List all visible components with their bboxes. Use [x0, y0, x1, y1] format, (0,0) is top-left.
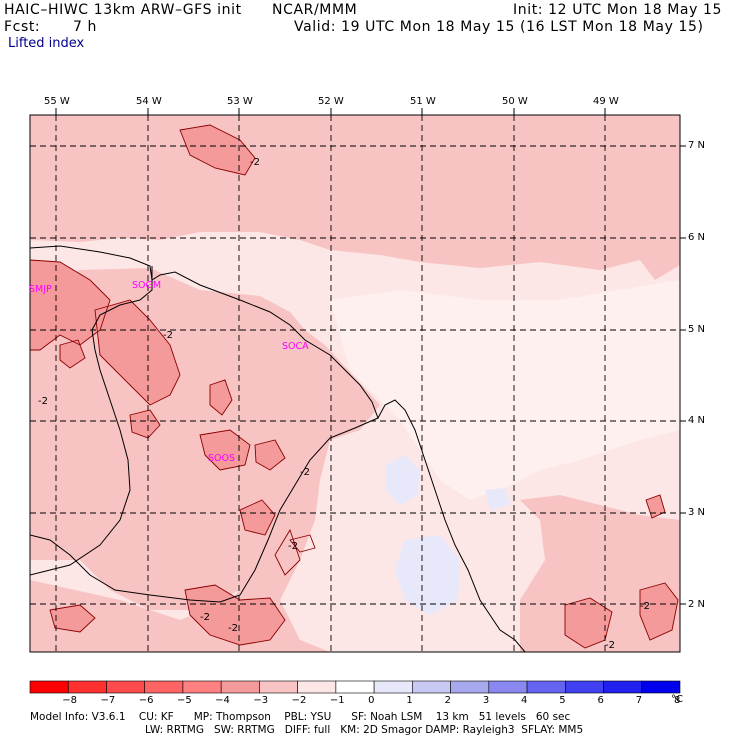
colorbar-swatch [106, 680, 146, 694]
colorbar-tick-label: −1 [329, 695, 345, 706]
institution-label: NCAR/MMM [272, 2, 358, 18]
valid-time: Valid: 19 UTC Mon 18 May 15 (16 LST Mon … [294, 19, 704, 35]
contour-label: -2 [250, 157, 260, 168]
colorbar-swatch [603, 680, 643, 694]
lon-label: 54 W [136, 96, 162, 107]
colorbar-swatch [67, 680, 107, 694]
contour-label: -2 [605, 640, 615, 651]
colorbar-swatch [144, 680, 184, 694]
colorbar-swatch [29, 680, 69, 694]
li-neg3-patch [60, 340, 85, 368]
colorbar-tick-label: 8 [674, 695, 681, 706]
contour-label: -2 [228, 623, 238, 634]
li-neg3-patch [95, 300, 180, 405]
colorbar-unit: °C [671, 694, 683, 705]
colorbar-swatch [488, 680, 528, 694]
lon-label: 52 W [318, 96, 344, 107]
li-neg3-patch [180, 125, 255, 175]
model-title: HAIC–HIWC 13km ARW–GFS init [4, 2, 242, 18]
forecast-hour: 7 h [73, 19, 98, 35]
li-near-zero-region [330, 280, 680, 500]
colorbar-tick-label: 2 [444, 695, 451, 706]
station-label: SOOS [208, 453, 235, 464]
lat-label: 6 N [688, 232, 706, 243]
contour-label: -2 [288, 541, 298, 552]
colorbar-swatch [412, 680, 451, 694]
colorbar-swatch [220, 680, 260, 694]
li-neg3-patch [130, 410, 160, 438]
li-neg3-patch [200, 430, 250, 470]
station-label: SMJP [29, 284, 52, 295]
tick-marks [55, 108, 686, 605]
forecast-label: Fcst: [4, 19, 41, 35]
map-frame [29, 114, 681, 653]
lon-label: 53 W [227, 96, 253, 107]
colorbar-tick-label: −2 [291, 695, 307, 706]
colorbar-tick-label: 4 [521, 695, 528, 706]
li-neg3-patch [565, 598, 612, 648]
colorbar-tick-label: −7 [100, 695, 116, 706]
colorbar-tick-label: 7 [635, 695, 643, 706]
contour-label: -2 [640, 601, 650, 612]
model-info-line1: Model Info: V3.6.1 CU: KF MP: Thompson P… [30, 711, 571, 723]
colorbar-tick-label: 1 [406, 695, 413, 706]
colorbar-tick-label: 5 [559, 695, 566, 706]
li-neg3-patch [30, 260, 110, 350]
lon-label: 49 W [593, 96, 619, 107]
colorbar-tick-label: −6 [138, 695, 154, 706]
lon-label: 50 W [502, 96, 528, 107]
lat-label: 2 N [688, 599, 706, 610]
shaded-field [30, 115, 680, 652]
colorbar-tick-label: −8 [62, 695, 77, 706]
lat-label: 4 N [688, 415, 706, 426]
station-label: SOCA [282, 341, 309, 352]
li-neg3-patch [185, 585, 285, 645]
model-info-line2: LW: RRTMG SW: RRTMG DIFF: full KM: 2D Sm… [145, 724, 584, 736]
colorbar-swatch [182, 680, 222, 694]
li-neg3-patch [210, 380, 232, 415]
lat-label: 5 N [688, 324, 706, 335]
li-neg3-patch [640, 583, 678, 640]
li-neg3-patch [50, 605, 95, 632]
colorbar-swatch [297, 680, 337, 694]
colorbar-swatch [373, 680, 413, 694]
colorbar-swatch [526, 680, 566, 694]
colorbar-tick-label: −4 [215, 695, 230, 706]
colorbar-tick-label: −3 [253, 695, 269, 706]
li-neg3-patch [255, 440, 285, 470]
colorbar-tick-label: 3 [482, 695, 490, 706]
contour-lines [30, 124, 679, 649]
colorbar [29, 680, 681, 694]
colorbar-tick-label: 0 [368, 695, 375, 706]
li-pos1-patch [485, 488, 510, 510]
colorbar-swatch [564, 680, 604, 694]
colorbar-tick-label: 6 [597, 695, 604, 706]
init-time: Init: 12 UTC Mon 18 May 15 [513, 2, 723, 18]
lon-label: 55 W [44, 96, 70, 107]
field-title: Lifted index [8, 36, 85, 51]
li-pos1-patch [385, 455, 420, 505]
colorbar-swatch [450, 680, 490, 694]
lat-label: 7 N [688, 140, 706, 151]
colorbar-swatch [259, 680, 298, 694]
coastlines [30, 245, 526, 652]
li-pos1-patch [395, 535, 460, 615]
station-label: SOGM [132, 280, 161, 291]
lon-label: 51 W [410, 96, 436, 107]
contour-label: -2 [163, 330, 173, 341]
contour-label: -2 [200, 612, 210, 623]
li-neg3-patch [646, 495, 665, 518]
li-neg3-patch [240, 500, 275, 535]
graticule [30, 115, 680, 652]
colorbar-tick-label: −5 [176, 695, 192, 706]
lat-label: 3 N [688, 507, 706, 518]
colorbar-swatch [641, 680, 681, 694]
contour-label: -2 [38, 396, 48, 407]
contour-label: -2 [300, 467, 310, 478]
colorbar-swatch [335, 680, 375, 694]
